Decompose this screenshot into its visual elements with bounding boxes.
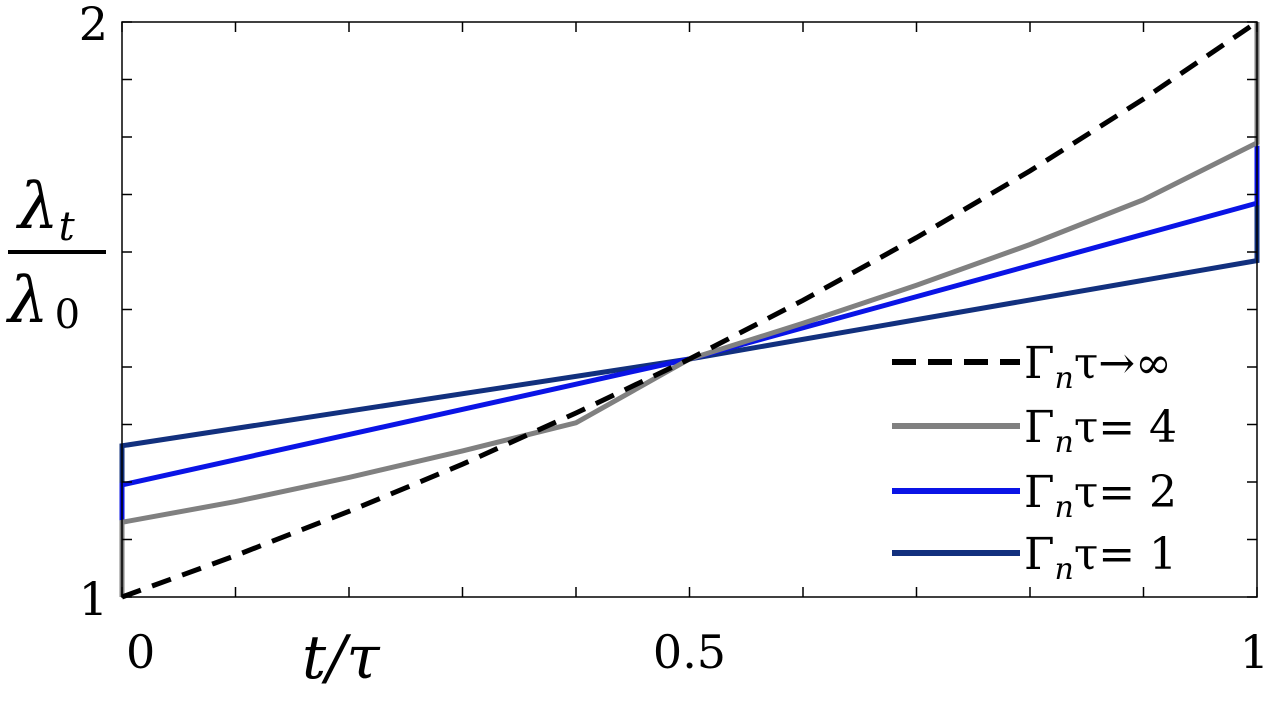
- series-line-1: [121, 19, 1259, 600]
- legend-label-4: Γnτ= 1: [1024, 529, 1177, 587]
- x-tick-label: 0: [126, 625, 155, 679]
- x-axis-label: t/τ: [302, 623, 380, 693]
- y-tick-label: 1: [79, 572, 108, 626]
- x-tick-label: 0.5: [653, 625, 726, 679]
- y-axis-label-numerator: λt: [15, 170, 76, 250]
- legend-label-1: Γnτ→∞: [1024, 338, 1172, 396]
- series-line-3: [119, 145, 1260, 523]
- legend-label-2: Γnτ= 4: [1024, 402, 1177, 460]
- y-tick-label: 2: [79, 0, 108, 51]
- legend-label-3: Γnτ= 2: [1024, 467, 1177, 525]
- x-tick-label: 1: [1240, 625, 1269, 679]
- ticks-layer: 0 0.5 1 1 2: [79, 0, 1269, 679]
